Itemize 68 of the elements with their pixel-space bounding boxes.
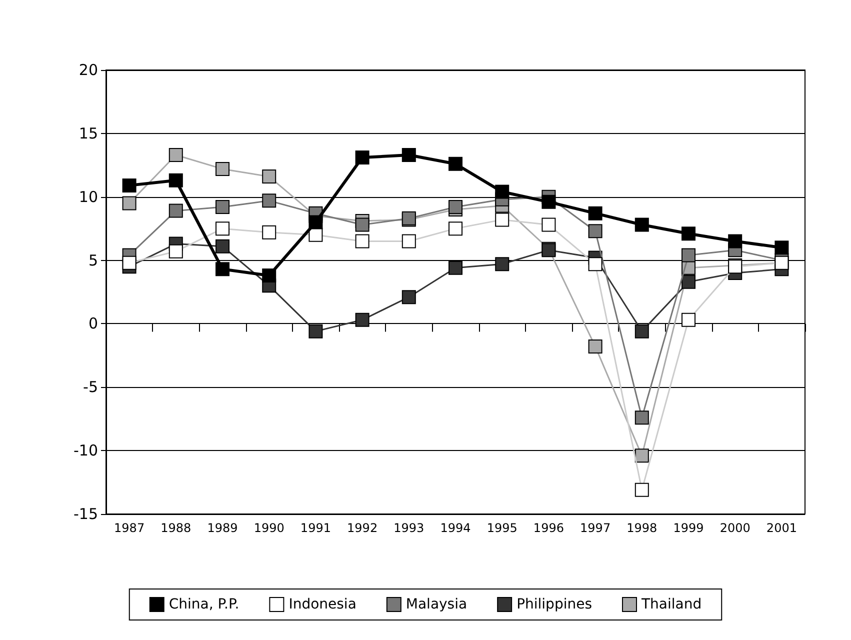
y-tick-label: 10 <box>78 188 98 206</box>
point <box>168 204 183 218</box>
point <box>588 340 602 354</box>
point <box>308 215 323 230</box>
x-tick-label: 1988 <box>160 521 192 535</box>
x-tick-label: 1987 <box>114 521 145 535</box>
x-tick-label: 1995 <box>486 521 518 535</box>
legend-label: Malaysia <box>406 596 468 612</box>
y-tick-label: 15 <box>78 124 98 142</box>
point <box>355 150 370 165</box>
point <box>355 312 370 327</box>
x-tick-label: 1989 <box>207 521 238 535</box>
y-tick-label: -10 <box>74 442 98 460</box>
point <box>122 178 136 192</box>
x-tick-label: 1993 <box>394 521 424 535</box>
legend-label: Philippines <box>516 596 592 612</box>
point <box>122 196 136 210</box>
point <box>495 184 510 199</box>
y-tick-label: 0 <box>88 314 98 333</box>
y-tick-label: 20 <box>78 61 98 79</box>
point <box>122 256 136 270</box>
point <box>262 170 276 184</box>
point <box>448 200 462 214</box>
point <box>262 268 276 283</box>
point <box>216 262 230 276</box>
x-tick-label: 1992 <box>347 521 378 535</box>
point <box>402 290 416 304</box>
point <box>448 260 462 275</box>
point <box>402 148 416 162</box>
x-tick-label: 1998 <box>626 521 658 535</box>
point <box>588 206 602 220</box>
x-tick-label: 1994 <box>440 521 471 535</box>
point <box>774 240 789 255</box>
x-tick-label: 1996 <box>533 521 564 535</box>
point <box>448 156 462 171</box>
y-tick-label: -15 <box>74 505 98 523</box>
point <box>216 162 230 176</box>
x-tick-label: 1990 <box>254 521 284 535</box>
point <box>682 248 696 262</box>
point <box>168 148 183 162</box>
point <box>168 244 183 258</box>
point <box>308 324 323 338</box>
x-tick-label: 1999 <box>673 521 704 535</box>
x-tick-label: 2001 <box>766 521 797 535</box>
point <box>634 218 649 232</box>
point <box>355 218 370 232</box>
point <box>728 234 742 248</box>
point <box>634 324 649 338</box>
legend-label: China, P.P. <box>168 596 240 612</box>
point <box>216 239 230 254</box>
point <box>168 173 183 188</box>
legend-label: Thailand <box>640 596 702 612</box>
point <box>495 257 510 272</box>
point <box>634 410 649 425</box>
point <box>682 226 696 241</box>
point <box>216 200 230 214</box>
y-tick-label: 5 <box>88 251 98 270</box>
legend-label: Indonesia <box>288 596 356 612</box>
y-tick-label: -5 <box>83 378 98 396</box>
x-tick-label: 1991 <box>300 521 331 535</box>
point <box>588 257 602 272</box>
point <box>588 224 602 238</box>
point <box>682 274 696 289</box>
point <box>634 448 649 463</box>
point <box>262 194 276 208</box>
x-tick-label: 1997 <box>580 521 611 535</box>
point <box>542 194 556 209</box>
x-tick-label: 2000 <box>720 521 750 535</box>
